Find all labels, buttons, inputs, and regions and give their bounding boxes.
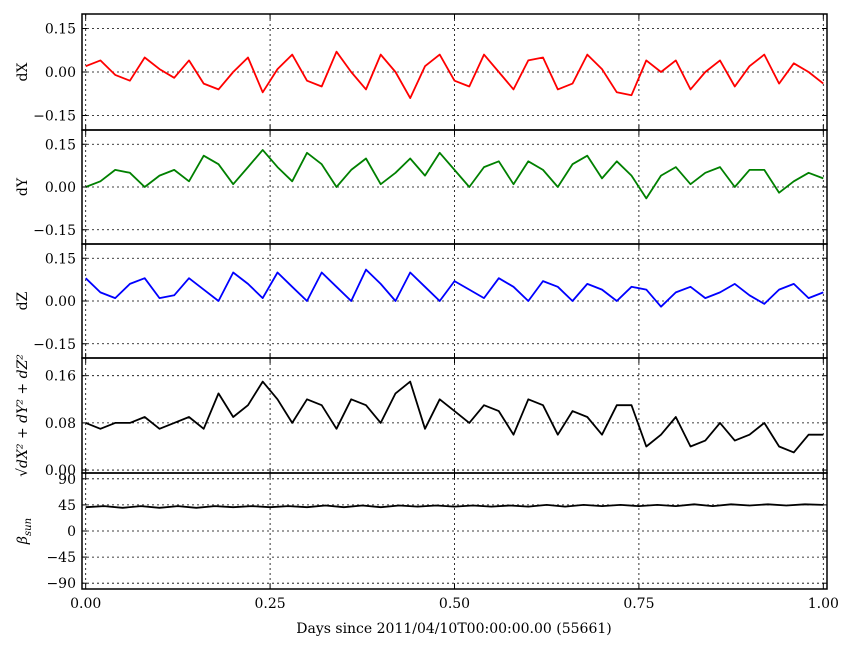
y-axis-label-dmag: √dX² + dY² + dZ² (15, 354, 31, 477)
y-axis-label-dz: dZ (15, 291, 31, 310)
series-line-dx (85, 50, 824, 99)
series-line-dz (85, 268, 824, 308)
y-tick-label: 0.08 (45, 416, 76, 432)
panel-dx: 0.15 0.00 −0.15 dX (15, 13, 828, 131)
series-line-beta (85, 503, 824, 509)
y-tick-label: −0.15 (33, 337, 76, 353)
panel-dy: 0.15 0.00 −0.15 dY (15, 129, 828, 245)
panels-group: 0.15 0.00 −0.15 dX 0.15 0.00 −0.15 dY 0.15 0.00 −0… (15, 13, 839, 612)
y-tick-label: −0.15 (33, 109, 76, 125)
y-tick-label: 0.15 (45, 137, 76, 153)
x-tick-label: 0.75 (623, 596, 654, 612)
y-tick-label: 90 (58, 472, 76, 488)
series-line-dmag (85, 380, 824, 454)
y-axis-label-beta: βsun (15, 518, 34, 545)
y-tick-label: 0.15 (45, 251, 76, 267)
y-tick-label: 0.00 (45, 180, 76, 196)
panel-dmag: 0.16 0.08 0.00 √dX² + dY² + dZ² (15, 354, 828, 479)
y-axis-label-dy: dY (15, 177, 31, 196)
y-tick-label: 0.15 (45, 22, 76, 38)
series-line-dy (85, 148, 824, 200)
y-tick-label: −45 (46, 550, 76, 566)
y-tick-label: 0 (67, 524, 76, 540)
y-axis-label-dx: dX (15, 63, 31, 82)
y-tick-label: −0.15 (33, 223, 76, 239)
y-tick-label: −90 (46, 576, 76, 592)
y-tick-label: 0.00 (45, 463, 76, 479)
panel-beta: 90 45 0 −45 −90 βsun 0.00 0.25 0.50 0.75 1.00 (15, 472, 839, 612)
x-tick-label: 0.25 (255, 596, 286, 612)
x-axis-label: Days since 2011/04/10T00:00:00.00 (55661… (296, 621, 611, 637)
x-tick-label: 1.00 (808, 596, 839, 612)
y-tick-label: 45 (58, 498, 76, 514)
y-tick-label: 0.00 (45, 294, 76, 310)
panel-dz: 0.15 0.00 −0.15 dZ (15, 243, 828, 359)
x-tick-label: 0.50 (439, 596, 470, 612)
y-tick-label: 0.00 (45, 65, 76, 81)
x-tick-label: 0.00 (70, 596, 101, 612)
y-tick-label: 0.16 (45, 369, 76, 385)
